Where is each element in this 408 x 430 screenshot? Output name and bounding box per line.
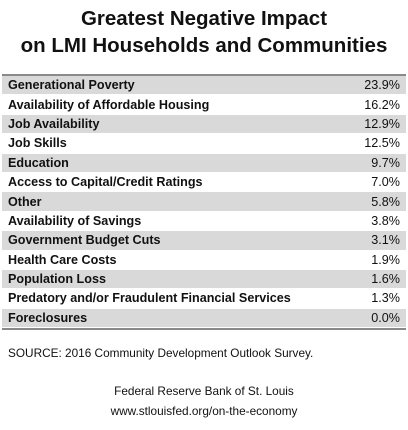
row-label: Job Availability	[8, 116, 100, 131]
row-label: Availability of Affordable Housing	[8, 97, 210, 112]
chart-title-line-1: Greatest Negative Impact	[80, 7, 328, 30]
table-row: Job Skills 12.5%	[2, 134, 406, 154]
row-value: 3.1%	[371, 233, 400, 248]
table-row: Job Availability 12.9%	[2, 114, 406, 135]
row-value: 7.0%	[371, 175, 400, 190]
table-row: Availability of Savings 3.8%	[2, 212, 406, 232]
table-row: Other 5.8%	[2, 192, 406, 212]
row-value: 1.6%	[371, 272, 400, 287]
row-value: 12.9%	[364, 116, 400, 131]
table-row: Population Loss 1.6%	[2, 269, 406, 290]
row-label: Generational Poverty	[8, 78, 135, 93]
table-row: Foreclosures 0.0%	[2, 308, 406, 329]
row-value: 1.9%	[371, 252, 400, 267]
row-label: Education	[8, 155, 69, 170]
row-label: Job Skills	[8, 136, 67, 151]
table-row: Availability of Affordable Housing 16.2%	[2, 95, 406, 115]
table-row: Generational Poverty 23.9%	[2, 76, 406, 96]
row-value: 3.8%	[371, 213, 400, 228]
row-value: 12.5%	[364, 136, 400, 151]
chart-title-line-2: on LMI Households and Communities	[20, 34, 388, 57]
footer: Federal Reserve Bank of St. Louis www.st…	[0, 381, 408, 421]
row-label: Population Loss	[8, 272, 106, 287]
footer-org: Federal Reserve Bank of St. Louis	[114, 384, 294, 398]
row-value: 23.9%	[364, 78, 400, 93]
table-row: Access to Capital/Credit Ratings 7.0%	[2, 173, 406, 193]
table-top-rule	[2, 74, 406, 76]
table-row: Education 9.7%	[2, 153, 406, 173]
footer-url: www.stlouisfed.org/on-the-economy	[110, 404, 298, 418]
source-note: SOURCE: 2016 Community Development Outlo…	[8, 346, 314, 360]
row-label: Availability of Savings	[8, 213, 142, 228]
row-label: Health Care Costs	[8, 252, 117, 267]
table-row: Health Care Costs 1.9%	[2, 251, 406, 270]
row-label: Government Budget Cuts	[8, 233, 161, 248]
row-label: Access to Capital/Credit Ratings	[8, 175, 203, 190]
row-label: Foreclosures	[8, 310, 88, 325]
row-value: 16.2%	[364, 97, 400, 112]
table-row: Predatory and/or Fraudulent Financial Se…	[2, 289, 406, 309]
row-value: 0.0%	[371, 310, 400, 325]
table-bottom-rule	[2, 328, 406, 331]
row-value: 9.7%	[371, 155, 400, 170]
row-label: Other	[8, 194, 42, 209]
chart-title: Greatest Negative Impact on LMI Househol…	[0, 0, 408, 59]
table-body: Generational Poverty 23.9% Availability of…	[2, 76, 406, 329]
row-value: 1.3%	[371, 291, 400, 306]
row-label: Predatory and/or Fraudulent Financial Se…	[8, 291, 291, 306]
row-value: 5.8%	[371, 194, 400, 209]
table-row: Government Budget Cuts 3.1%	[2, 231, 406, 251]
data-table: Generational Poverty 23.9% Availability of…	[2, 74, 406, 331]
